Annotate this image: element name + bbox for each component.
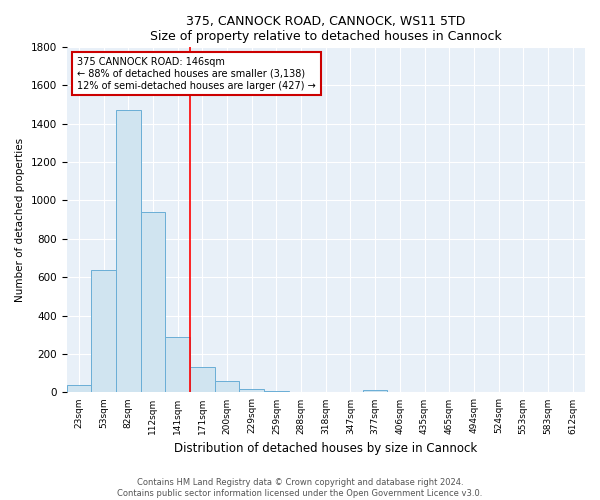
- Bar: [91, 270, 116, 392]
- Text: Contains HM Land Registry data © Crown copyright and database right 2024.
Contai: Contains HM Land Registry data © Crown c…: [118, 478, 482, 498]
- Text: 375 CANNOCK ROAD: 146sqm
← 88% of detached houses are smaller (3,138)
12% of sem: 375 CANNOCK ROAD: 146sqm ← 88% of detach…: [77, 58, 316, 90]
- Bar: [140, 212, 165, 392]
- Bar: [239, 389, 264, 392]
- Bar: [190, 366, 215, 392]
- Bar: [116, 110, 140, 392]
- X-axis label: Distribution of detached houses by size in Cannock: Distribution of detached houses by size …: [174, 442, 478, 455]
- Bar: [67, 385, 91, 392]
- Y-axis label: Number of detached properties: Number of detached properties: [15, 138, 25, 302]
- Bar: [215, 382, 239, 392]
- Title: 375, CANNOCK ROAD, CANNOCK, WS11 5TD
Size of property relative to detached house: 375, CANNOCK ROAD, CANNOCK, WS11 5TD Siz…: [150, 15, 502, 43]
- Bar: [165, 337, 190, 392]
- Bar: [363, 390, 388, 392]
